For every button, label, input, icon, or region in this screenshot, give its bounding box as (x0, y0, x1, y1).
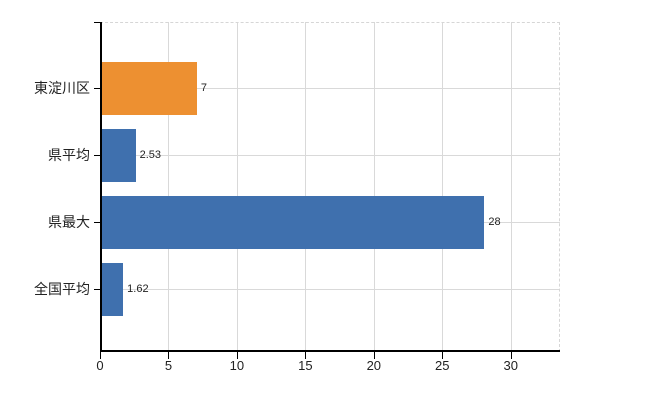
y-axis-tick (94, 289, 100, 290)
x-axis-tick (100, 352, 101, 359)
bar-全国平均 (101, 262, 124, 316)
plot-border-right (559, 22, 560, 352)
bar-県最大 (101, 195, 485, 249)
bar-東淀川区 (101, 61, 197, 115)
plot-border-top (100, 22, 560, 23)
vertical-gridline (510, 22, 512, 352)
bar-value-label: 7 (200, 82, 207, 94)
category-label: 全国平均 (34, 281, 90, 297)
x-axis-tick (442, 352, 444, 359)
x-axis-line (100, 350, 560, 352)
vertical-gridline (373, 22, 375, 352)
x-tick-label: 25 (435, 358, 450, 373)
x-tick-label: 5 (164, 358, 173, 373)
category-gridline (100, 155, 560, 156)
bar-value-label: 28 (488, 216, 501, 228)
x-axis-tick (305, 352, 307, 359)
vertical-gridline (305, 22, 307, 352)
category-gridline (100, 289, 560, 290)
category-label: 県平均 (48, 147, 90, 163)
x-tick-label: 15 (298, 358, 313, 373)
y-axis-tick (94, 88, 100, 89)
x-tick-label: 10 (229, 358, 245, 373)
x-tick-label: 30 (503, 358, 518, 373)
vertical-gridline (168, 22, 170, 352)
bar-value-label: 1.62 (127, 283, 149, 295)
x-axis-tick (373, 352, 375, 359)
bar-layer: 7 2.53 28 1.62 (100, 22, 560, 352)
x-axis-tick (236, 352, 238, 359)
x-axis-tick (168, 352, 170, 359)
bar-県平均 (101, 128, 136, 182)
y-axis-line (100, 22, 102, 352)
y-axis-tick (94, 222, 100, 223)
vertical-gridline (236, 22, 238, 352)
plot-area: 7 2.53 28 1.62 (100, 22, 560, 352)
x-tick-label: 20 (366, 358, 382, 373)
y-axis-end-tick (94, 22, 100, 23)
x-tick-label: 0 (96, 358, 104, 373)
category-label: 県最大 (48, 214, 90, 230)
bar-value-label: 2.53 (139, 149, 162, 161)
vertical-gridline (442, 22, 444, 352)
x-axis-tick (510, 352, 512, 359)
category-gridline (100, 88, 560, 89)
y-axis-tick (94, 155, 100, 156)
category-label: 東淀川区 (34, 80, 90, 96)
